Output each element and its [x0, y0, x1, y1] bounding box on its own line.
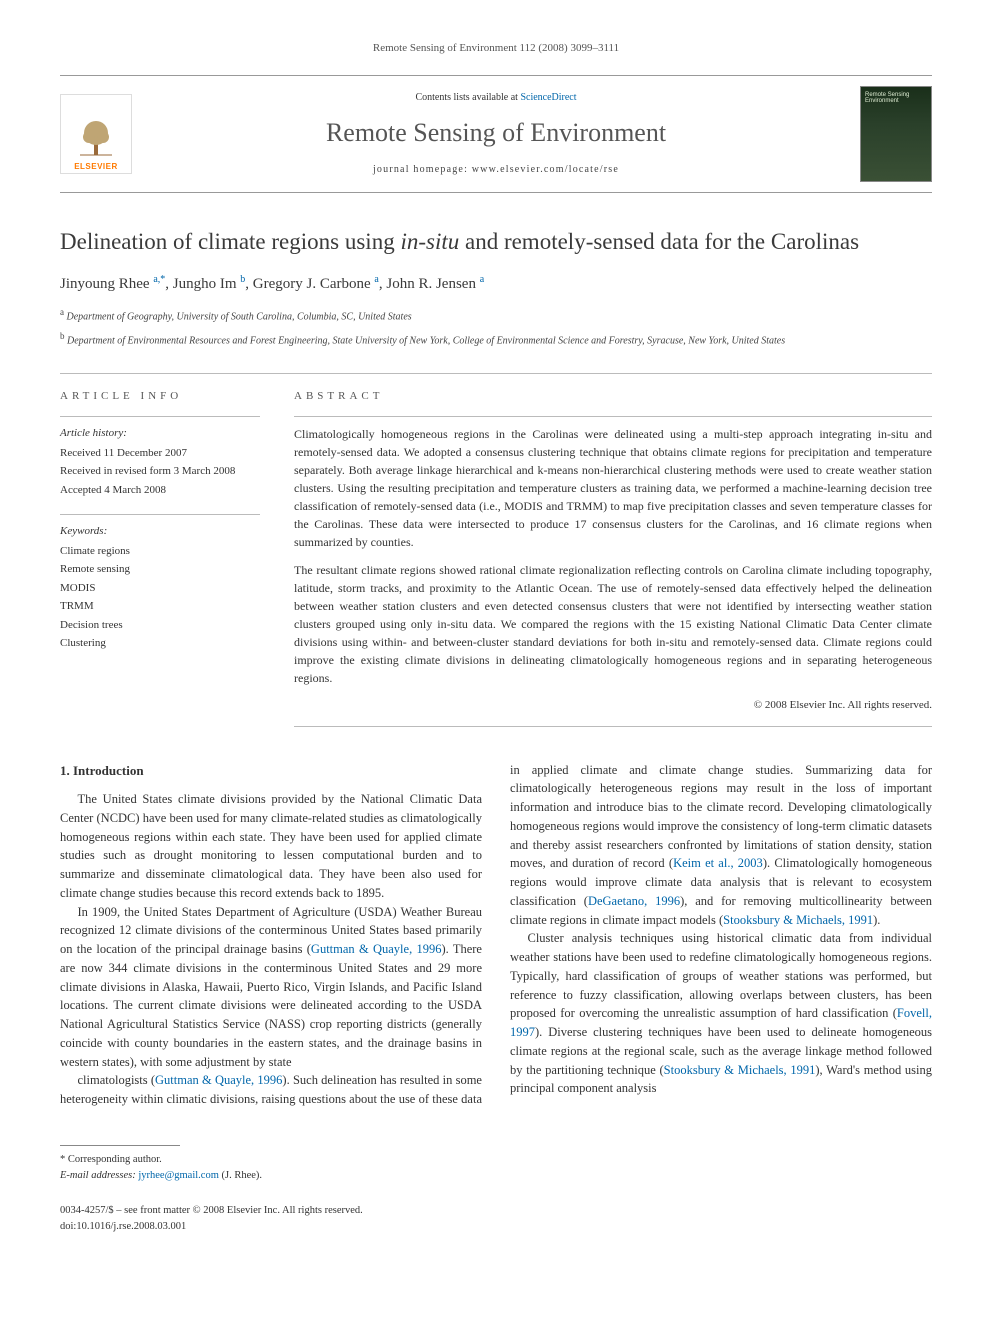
- corresponding-author-footnote: * Corresponding author. E-mail addresses…: [60, 1152, 932, 1184]
- email-suffix: (J. Rhee).: [219, 1170, 262, 1181]
- ref-degaetano-1996[interactable]: DeGaetano, 1996: [588, 894, 680, 908]
- footnote-rule: [60, 1145, 180, 1146]
- abstract-para-1: Climatologically homogeneous regions in …: [294, 425, 932, 551]
- sciencedirect-link[interactable]: ScienceDirect: [520, 92, 576, 103]
- homepage-prefix: journal homepage:: [373, 164, 472, 175]
- article-info-label: ARTICLE INFO: [60, 388, 260, 405]
- corr-email-link[interactable]: jyrhee@gmail.com: [138, 1170, 219, 1181]
- history-label: Article history:: [60, 425, 260, 442]
- keywords-label: Keywords:: [60, 523, 260, 540]
- contents-available-line: Contents lists available at ScienceDirec…: [150, 90, 842, 105]
- journal-title: Remote Sensing of Environment: [150, 113, 842, 152]
- corr-email-line: E-mail addresses: jyrhee@gmail.com (J. R…: [60, 1168, 932, 1184]
- publisher-logo: ELSEVIER: [60, 94, 132, 174]
- affiliation-line: b Department of Environmental Resources …: [60, 330, 932, 348]
- p3-a: climatologists (: [78, 1073, 156, 1087]
- masthead-center: Contents lists available at ScienceDirec…: [150, 90, 842, 177]
- article-body: 1. Introduction The United States climat…: [60, 761, 932, 1109]
- email-label: E-mail addresses:: [60, 1170, 138, 1181]
- issn-line: 0034-4257/$ – see front matter © 2008 El…: [60, 1203, 932, 1219]
- publisher-name: ELSEVIER: [74, 161, 118, 173]
- abstract-block: ABSTRACT Climatologically homogeneous re…: [294, 388, 932, 727]
- keyword: Clustering: [60, 635, 260, 652]
- cover-label: Remote Sensing Environment: [865, 92, 927, 105]
- journal-masthead: ELSEVIER Contents lists available at Sci…: [60, 75, 932, 193]
- body-para-4: Cluster analysis techniques using histor…: [510, 929, 932, 1098]
- affiliation-line: a Department of Geography, University of…: [60, 306, 932, 324]
- keyword: Remote sensing: [60, 561, 260, 578]
- article-info-left: ARTICLE INFO Article history: Received 1…: [60, 388, 260, 727]
- affiliations: a Department of Geography, University of…: [60, 306, 932, 349]
- abstract-para-2: The resultant climate regions showed rat…: [294, 561, 932, 687]
- page-footer: 0034-4257/$ – see front matter © 2008 El…: [60, 1203, 932, 1235]
- p3-e: ).: [873, 913, 880, 927]
- p2-b: ). There are now 344 climate divisions i…: [60, 942, 482, 1069]
- ref-keim-2003[interactable]: Keim et al., 2003: [673, 856, 763, 870]
- keyword: Climate regions: [60, 543, 260, 560]
- homepage-url: www.elsevier.com/locate/rse: [472, 164, 619, 175]
- keyword: TRMM: [60, 598, 260, 615]
- p4-a: Cluster analysis techniques using histor…: [510, 931, 932, 1020]
- running-head: Remote Sensing of Environment 112 (2008)…: [60, 40, 932, 57]
- ref-guttman-1996[interactable]: Guttman & Quayle, 1996: [311, 942, 442, 956]
- journal-homepage-line: journal homepage: www.elsevier.com/locat…: [150, 162, 842, 177]
- keyword: MODIS: [60, 580, 260, 597]
- article-history: Article history: Received 11 December 20…: [60, 416, 260, 498]
- author-list: Jinyoung Rhee a,*, Jungho Im b, Gregory …: [60, 272, 932, 296]
- corr-author-line: * Corresponding author.: [60, 1152, 932, 1168]
- title-pre: Delineation of climate regions using: [60, 229, 400, 254]
- keywords-block: Keywords: Climate regionsRemote sensing M…: [60, 514, 260, 652]
- abstract-label: ABSTRACT: [294, 388, 932, 405]
- contents-prefix: Contents lists available at: [415, 92, 520, 103]
- article-info-row: ARTICLE INFO Article history: Received 1…: [60, 373, 932, 727]
- history-line: Received in revised form 3 March 2008: [60, 463, 260, 480]
- ref-stooksbury-1991-b[interactable]: Stooksbury & Michaels, 1991: [664, 1063, 816, 1077]
- doi-line: doi:10.1016/j.rse.2008.03.001: [60, 1219, 932, 1235]
- body-para-1: The United States climate divisions prov…: [60, 790, 482, 903]
- keyword: Decision trees: [60, 617, 260, 634]
- history-line: Accepted 4 March 2008: [60, 482, 260, 499]
- article-title: Delineation of climate regions using in-…: [60, 227, 932, 257]
- section-heading-1: 1. Introduction: [60, 761, 482, 781]
- journal-cover-thumb: Remote Sensing Environment: [860, 86, 932, 182]
- title-em: in-situ: [400, 229, 459, 254]
- body-para-2: In 1909, the United States Department of…: [60, 903, 482, 1072]
- title-post: and remotely-sensed data for the Carolin…: [459, 229, 859, 254]
- ref-guttman-1996-b[interactable]: Guttman & Quayle, 1996: [155, 1073, 282, 1087]
- abstract-copyright: © 2008 Elsevier Inc. All rights reserved…: [294, 697, 932, 727]
- ref-stooksbury-1991[interactable]: Stooksbury & Michaels, 1991: [723, 913, 873, 927]
- history-line: Received 11 December 2007: [60, 445, 260, 462]
- elsevier-tree-icon: [74, 115, 118, 159]
